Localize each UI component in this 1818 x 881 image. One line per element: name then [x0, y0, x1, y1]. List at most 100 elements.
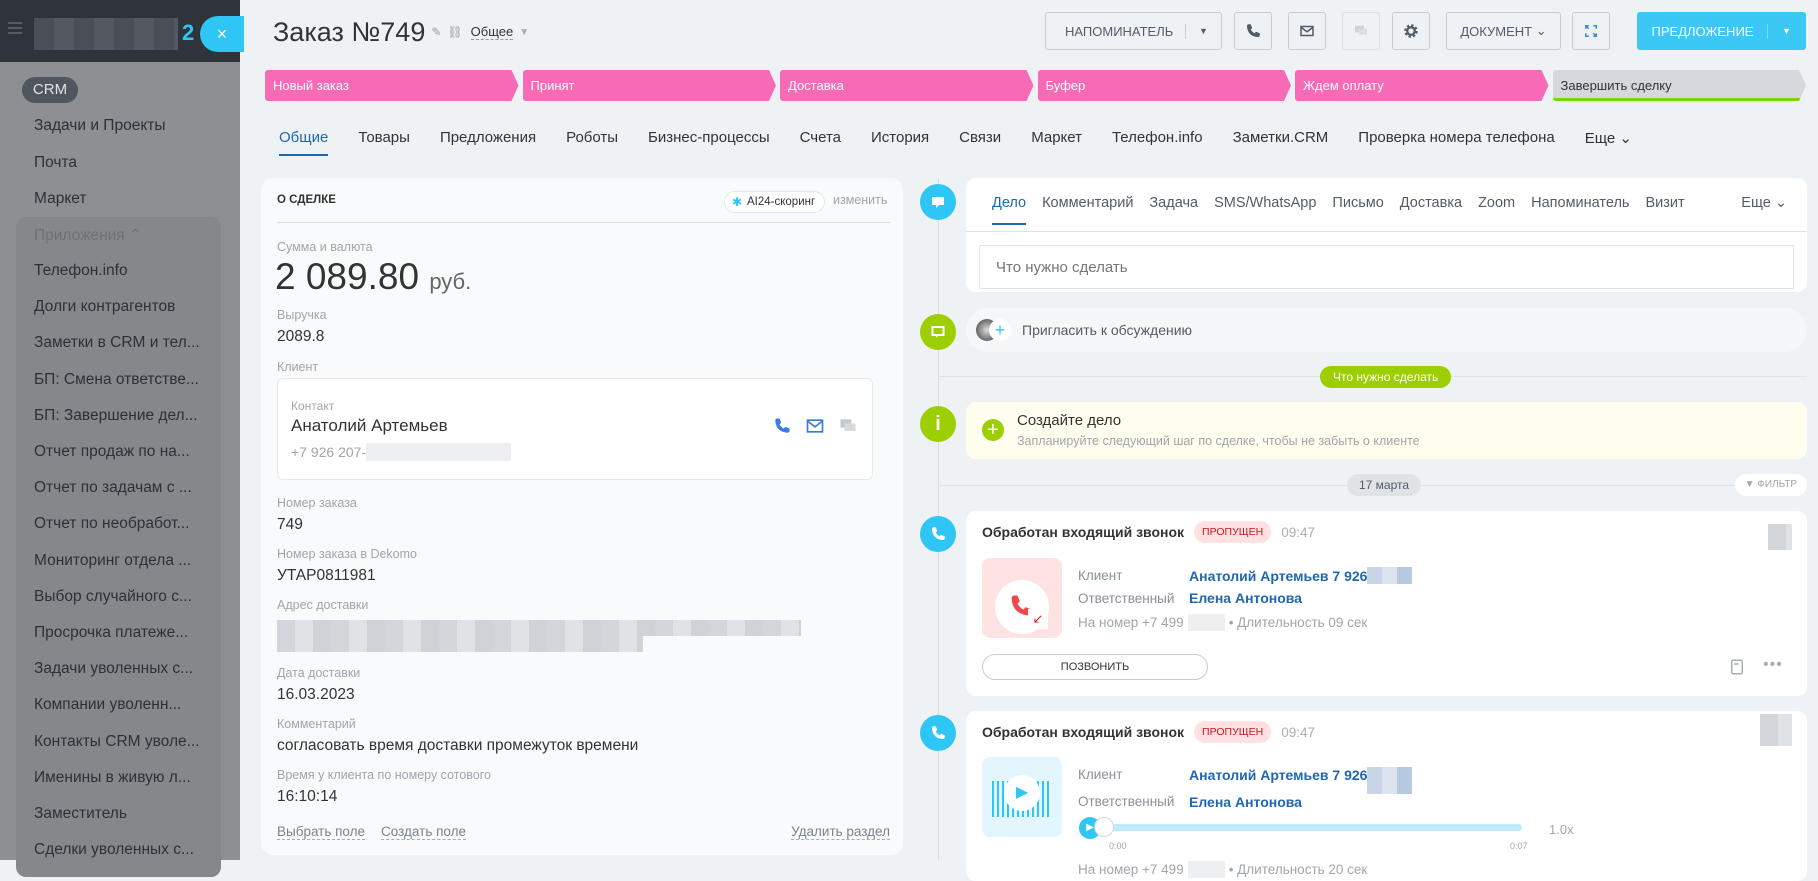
sidebar-app-item[interactable]: Просрочка платеже...: [34, 624, 189, 641]
settings-button[interactable]: [1392, 12, 1430, 50]
phone-icon[interactable]: [772, 416, 792, 436]
activity-tab-10[interactable]: Еще ⌄: [1741, 195, 1787, 211]
ai-scoring-button[interactable]: ✱ AI24-скоринг: [724, 191, 826, 213]
sidebar-app-item[interactable]: БП: Смена ответстве...: [34, 370, 199, 388]
convert-button[interactable]: [1572, 12, 1610, 50]
delete-section-link[interactable]: Удалить раздел: [791, 824, 890, 840]
proposal-button[interactable]: ПРЕДЛОЖЕНИЕ ▼: [1637, 12, 1806, 50]
edit-link[interactable]: изменить: [833, 193, 888, 207]
sidebar-app-item[interactable]: Отчет продаж по на...: [34, 443, 190, 460]
plus-circle-icon[interactable]: +: [982, 419, 1004, 441]
activity-tab-1[interactable]: Дело: [992, 195, 1027, 225]
incoming-call-icon: [920, 715, 956, 751]
activity-tab-5[interactable]: Письмо: [1332, 195, 1383, 211]
sidebar-app-item[interactable]: Сделки уволенных с...: [34, 841, 194, 859]
call-back-button[interactable]: ПОЗВОНИТЬ: [982, 654, 1208, 680]
call-button[interactable]: [1234, 12, 1272, 50]
audio-progress-handle[interactable]: [1094, 817, 1114, 837]
sidebar-app-item[interactable]: Именины в живую л...: [34, 768, 191, 786]
order-value: 749: [277, 516, 303, 533]
chat-icon[interactable]: [838, 416, 858, 436]
playback-speed[interactable]: 1.0x: [1549, 822, 1574, 837]
stage-1[interactable]: Новый заказ: [265, 70, 519, 101]
sidebar-app-item[interactable]: Контакты CRM уволе...: [34, 732, 200, 750]
sidebar-app-item[interactable]: Выбор случайного с...: [34, 587, 192, 605]
call-number: На номер +7 499: [1078, 862, 1184, 877]
tab-2[interactable]: Товары: [358, 129, 410, 147]
tab-1[interactable]: Общие: [279, 129, 329, 156]
audio-progress-track[interactable]: [1104, 824, 1522, 831]
todo-input[interactable]: [979, 245, 1794, 289]
note-icon[interactable]: [1728, 658, 1746, 676]
document-button[interactable]: ДОКУМЕНТ ⌄: [1446, 12, 1561, 50]
tab-13[interactable]: Еще ⌄: [1585, 129, 1632, 147]
tab-10[interactable]: Телефон.info: [1112, 129, 1203, 147]
create-subtitle: Запланируйте следующий шаг по сделке, чт…: [1017, 434, 1420, 448]
more-icon[interactable]: •••: [1763, 656, 1783, 673]
sidebar-app-item[interactable]: Отчет по необработ...: [34, 515, 190, 533]
tab-8[interactable]: Связи: [959, 129, 1001, 147]
activity-tab-6[interactable]: Доставка: [1400, 195, 1462, 211]
chat-button[interactable]: [1342, 12, 1380, 50]
responsible-link[interactable]: Елена Антонова: [1189, 590, 1302, 606]
client-link[interactable]: Анатолий Артемьев 7 926: [1189, 767, 1368, 783]
activity-tab-8[interactable]: Напоминатель: [1531, 195, 1629, 211]
category-select[interactable]: Общее: [470, 24, 514, 40]
email-button[interactable]: [1288, 12, 1326, 50]
create-activity-card[interactable]: + Создайте дело Запланируйте следующий ш…: [966, 402, 1807, 459]
caret-down-icon[interactable]: ▼: [1782, 26, 1791, 36]
sidebar-app-item[interactable]: Мониторинг отдела ...: [34, 551, 192, 569]
tab-9[interactable]: Маркет: [1031, 129, 1082, 147]
responsible-link[interactable]: Елена Антонова: [1189, 794, 1302, 810]
sidebar-app-item[interactable]: Телефон.info: [34, 262, 128, 279]
sidebar-app-item[interactable]: Компании уволенн...: [34, 696, 182, 714]
tab-6[interactable]: Счета: [800, 129, 841, 147]
apps-group-header[interactable]: Приложения ⌃: [34, 226, 142, 245]
stage-3[interactable]: Доставка: [780, 70, 1034, 101]
mail-icon[interactable]: [805, 416, 825, 436]
sidebar-app-item[interactable]: Отчет по задачам с ...: [34, 479, 192, 497]
sidebar-item-mail[interactable]: Почта: [34, 154, 78, 171]
close-slider-button[interactable]: ×: [200, 16, 244, 52]
invite-bar[interactable]: + Пригласить к обсуждению: [966, 308, 1807, 352]
activity-tab-3[interactable]: Задача: [1149, 195, 1198, 211]
tab-12[interactable]: Проверка номера телефона: [1358, 129, 1554, 147]
document-label: ДОКУМЕНТ: [1460, 23, 1533, 39]
activity-tabs: Дело Комментарий Задача SMS/WhatsApp Письмо Д…: [992, 195, 1787, 225]
activity-tab-4[interactable]: SMS/WhatsApp: [1214, 195, 1316, 211]
stage-4[interactable]: Буфер: [1038, 70, 1292, 101]
pencil-icon[interactable]: ✎: [431, 25, 442, 39]
sidebar-app-item[interactable]: Долги контрагентов: [34, 298, 176, 316]
reminder-button[interactable]: НАПОМИНАТЕЛЬ ▼: [1045, 12, 1222, 50]
sidebar-app-item[interactable]: БП: Завершение дел...: [34, 406, 198, 424]
tab-11[interactable]: Заметки.CRM: [1233, 129, 1329, 147]
sidebar-app-item[interactable]: Заместитель: [34, 805, 127, 822]
order-label: Номер заказа: [277, 496, 357, 510]
sidebar-item-tasks[interactable]: Задачи и Проекты: [34, 117, 166, 134]
activity-tab-7[interactable]: Zoom: [1478, 195, 1515, 211]
tab-7[interactable]: История: [871, 129, 929, 147]
sidebar-app-item[interactable]: Заметки в CRM и тел...: [34, 334, 200, 352]
stage-5[interactable]: Ждем оплату: [1295, 70, 1549, 101]
select-field-link[interactable]: Выбрать поле: [277, 824, 366, 840]
sidebar-item-crm[interactable]: CRM: [22, 77, 78, 103]
call-duration: • Длительность 09 сек: [1228, 615, 1368, 630]
stage-6[interactable]: Завершить сделку: [1553, 70, 1807, 101]
tab-3[interactable]: Предложения: [440, 129, 536, 147]
contact-name[interactable]: Анатолий Артемьев: [291, 416, 448, 435]
filter-button[interactable]: ▼ ФИЛЬТР: [1734, 474, 1807, 496]
link-icon[interactable]: ⛓: [447, 25, 463, 39]
stage-2[interactable]: Принят: [523, 70, 777, 101]
tab-5[interactable]: Бизнес-процессы: [648, 129, 770, 147]
activity-tab-2[interactable]: Комментарий: [1042, 195, 1133, 211]
caret-down-icon[interactable]: ▼: [1199, 26, 1208, 36]
client-link[interactable]: Анатолий Артемьев 7 926: [1189, 567, 1368, 584]
tab-4[interactable]: Роботы: [566, 129, 618, 147]
activity-tab-9[interactable]: Визит: [1646, 195, 1685, 211]
sidebar-app-item[interactable]: Задачи уволенных с...: [34, 660, 194, 678]
contact-phone[interactable]: +7 926 207-: [291, 444, 367, 460]
create-field-link[interactable]: Создать поле: [381, 824, 467, 840]
menu-icon[interactable]: [8, 22, 22, 34]
dekomo-label: Номер заказа в Dekomo: [277, 547, 418, 561]
sidebar-item-market[interactable]: Маркет: [34, 190, 87, 207]
